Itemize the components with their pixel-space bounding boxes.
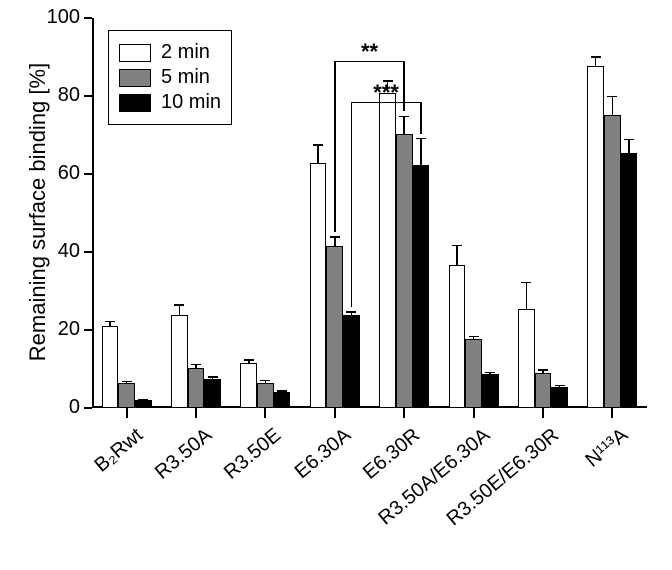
legend-box: 2 min5 min10 min <box>108 30 232 125</box>
y-tick <box>84 95 92 97</box>
bar <box>518 309 535 408</box>
bar <box>240 363 257 408</box>
error-bar <box>334 236 336 246</box>
error-bar <box>612 96 614 116</box>
bar <box>604 115 621 408</box>
y-tick <box>84 329 92 331</box>
bar <box>535 373 552 408</box>
bar <box>343 315 360 408</box>
error-cap <box>330 236 340 238</box>
bar <box>274 392 291 408</box>
bar <box>135 400 152 408</box>
error-cap <box>277 390 287 392</box>
legend-item: 2 min <box>119 41 221 64</box>
x-tick <box>126 408 128 418</box>
error-cap <box>138 399 148 401</box>
bar <box>396 134 413 408</box>
bar <box>326 246 343 408</box>
error-bar <box>628 139 630 153</box>
y-tick-label: 0 <box>40 396 80 419</box>
error-bar <box>526 282 528 309</box>
bar <box>449 265 466 408</box>
bar <box>204 379 221 408</box>
significance-bracket <box>420 102 422 134</box>
error-cap <box>485 372 495 374</box>
error-bar <box>420 138 422 165</box>
bar <box>188 368 205 408</box>
legend-label: 5 min <box>161 66 210 89</box>
x-tick <box>264 408 266 418</box>
error-bar <box>456 245 458 265</box>
error-cap <box>399 116 409 118</box>
chart-container: Remaining surface binding [%] 0204060801… <box>0 0 672 536</box>
x-tick <box>611 408 613 418</box>
bar <box>413 165 430 408</box>
bar <box>379 93 396 409</box>
y-tick <box>84 251 92 253</box>
legend-swatch <box>119 44 151 62</box>
error-bar <box>317 144 319 163</box>
error-cap <box>555 385 565 387</box>
error-cap <box>174 304 184 306</box>
error-cap <box>452 245 462 247</box>
error-cap <box>538 369 548 371</box>
error-cap <box>624 139 634 141</box>
legend-swatch <box>119 94 151 112</box>
significance-label: *** <box>361 82 411 104</box>
error-cap <box>260 380 270 382</box>
y-tick-label: 80 <box>40 84 80 107</box>
error-bar <box>595 56 597 66</box>
bar <box>257 383 274 408</box>
error-bar <box>403 116 405 134</box>
error-cap <box>416 138 426 140</box>
bar <box>102 326 119 408</box>
significance-bracket <box>351 102 353 307</box>
x-tick <box>195 408 197 418</box>
y-tick <box>84 17 92 19</box>
x-tick <box>542 408 544 418</box>
legend-label: 10 min <box>161 91 221 114</box>
significance-bracket <box>334 61 336 232</box>
bar <box>118 383 135 408</box>
legend-label: 2 min <box>161 41 210 64</box>
y-tick-label: 60 <box>40 162 80 185</box>
error-cap <box>244 359 254 361</box>
error-cap <box>607 96 617 98</box>
error-cap <box>313 144 323 146</box>
legend-swatch <box>119 69 151 87</box>
error-cap <box>105 321 115 323</box>
error-cap <box>469 336 479 338</box>
bar <box>482 374 499 408</box>
bar <box>465 339 482 408</box>
bar <box>587 66 604 408</box>
legend-item: 10 min <box>119 91 221 114</box>
error-cap <box>346 311 356 313</box>
significance-label: ** <box>345 41 395 63</box>
error-cap <box>122 381 132 383</box>
bar <box>171 315 188 408</box>
bar <box>310 163 327 408</box>
y-tick <box>84 173 92 175</box>
y-tick-label: 20 <box>40 318 80 341</box>
bar <box>551 387 568 408</box>
error-cap <box>591 56 601 58</box>
error-cap <box>521 282 531 284</box>
y-tick-label: 40 <box>40 240 80 263</box>
x-tick <box>403 408 405 418</box>
y-tick <box>84 407 92 409</box>
error-bar <box>179 304 181 315</box>
legend-item: 5 min <box>119 66 221 89</box>
x-tick <box>334 408 336 418</box>
error-cap <box>191 364 201 366</box>
y-tick-label: 100 <box>40 6 80 29</box>
bar <box>621 153 638 408</box>
error-cap <box>208 376 218 378</box>
y-axis-line <box>92 18 94 408</box>
x-tick <box>473 408 475 418</box>
